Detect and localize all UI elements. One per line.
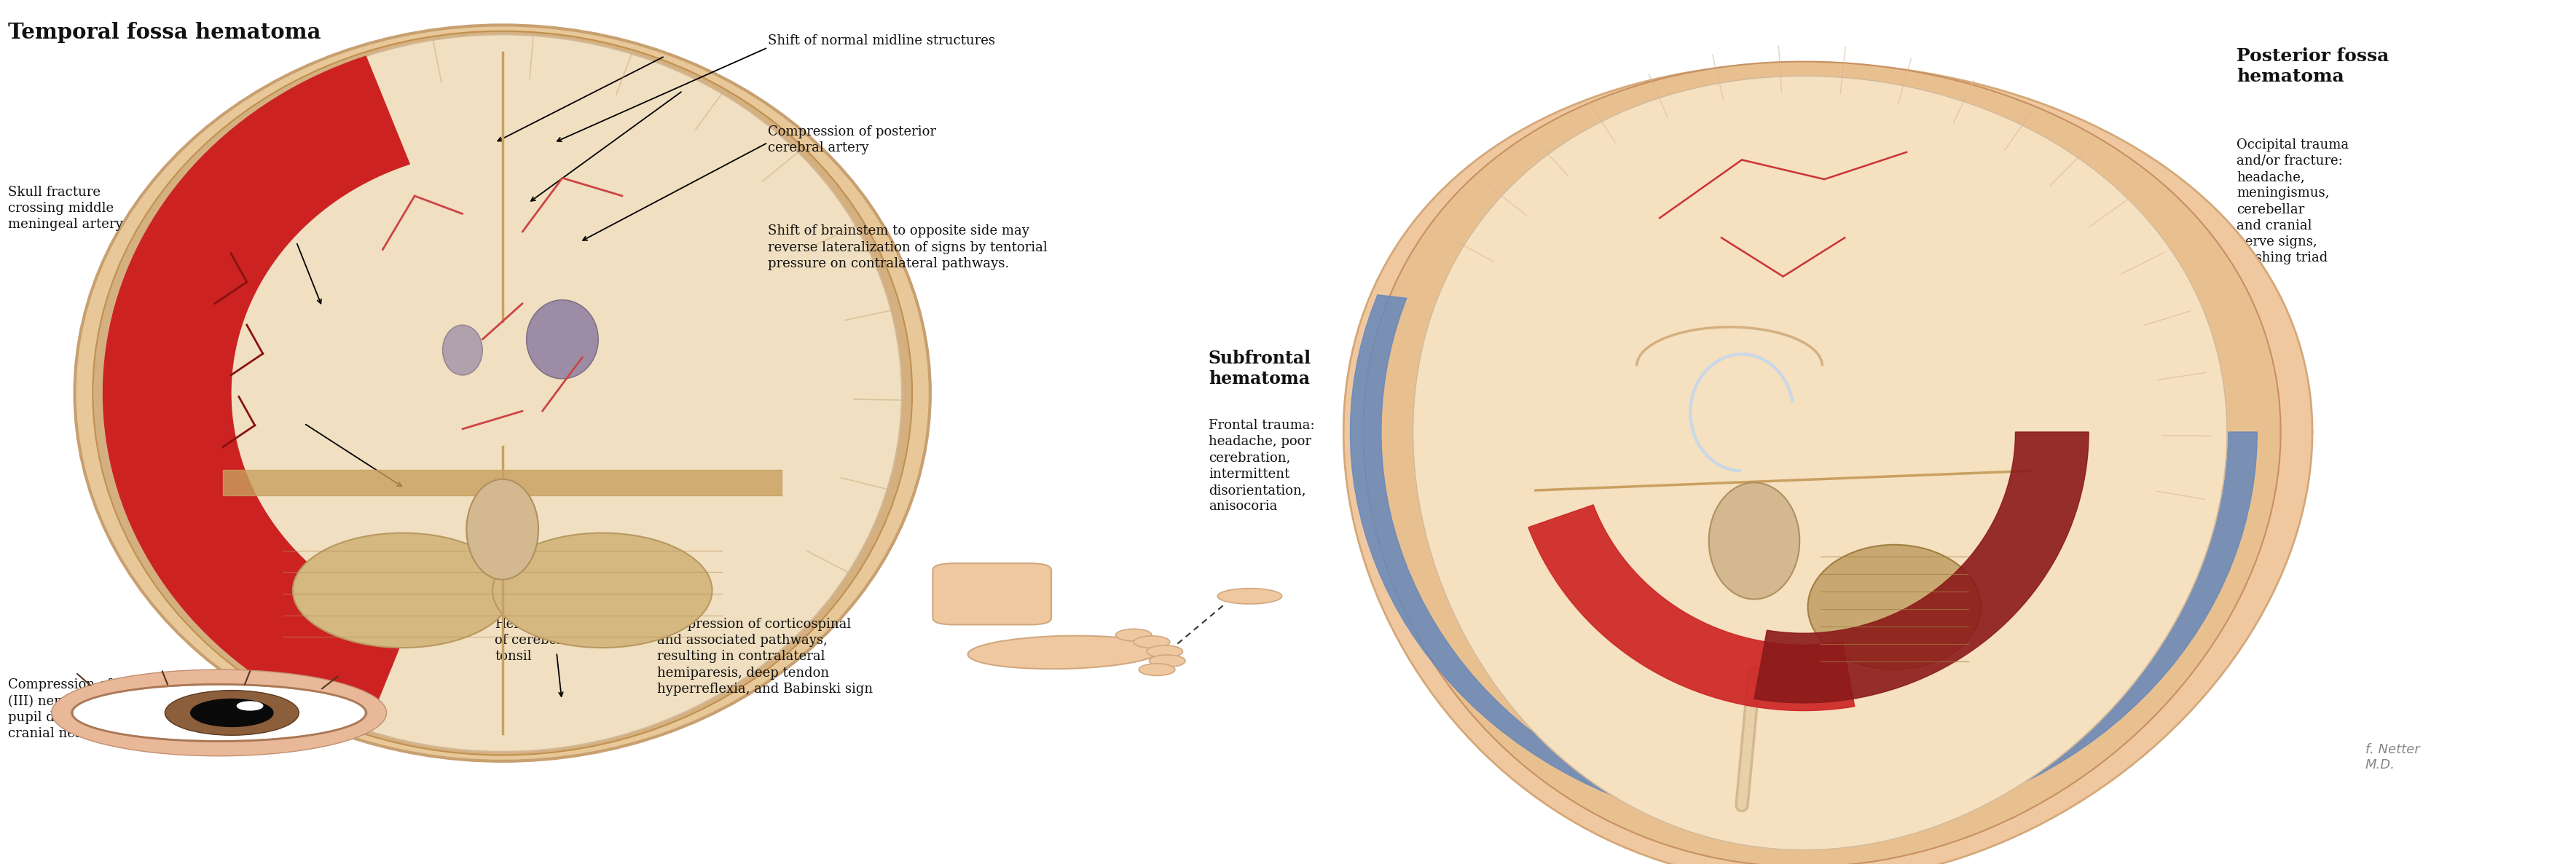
Ellipse shape <box>492 533 711 648</box>
Ellipse shape <box>526 300 598 378</box>
Ellipse shape <box>52 670 386 756</box>
Text: Frontal trauma:
headache, poor
cerebration,
intermittent
disorientation,
anisoco: Frontal trauma: headache, poor cerebrati… <box>1208 419 1314 513</box>
Circle shape <box>1133 636 1170 648</box>
Circle shape <box>165 690 299 735</box>
Text: Temporal fossa hematoma: Temporal fossa hematoma <box>8 22 319 42</box>
Text: Compression of oculomotor
(III) nerve leading to ipsilateral
pupil dilatation an: Compression of oculomotor (III) nerve le… <box>8 678 216 740</box>
Circle shape <box>191 699 273 727</box>
Ellipse shape <box>969 636 1159 669</box>
Text: Posterior fossa
hematoma: Posterior fossa hematoma <box>2236 48 2388 86</box>
Ellipse shape <box>443 325 482 375</box>
Ellipse shape <box>1708 482 1798 600</box>
Ellipse shape <box>466 480 538 580</box>
Ellipse shape <box>75 25 930 761</box>
Text: f. Netter
M.D.: f. Netter M.D. <box>2365 743 2419 772</box>
Polygon shape <box>1342 63 2311 864</box>
Polygon shape <box>1754 432 2089 703</box>
Text: Herniation
of cerebellar
tonsil: Herniation of cerebellar tonsil <box>495 618 580 664</box>
Circle shape <box>237 702 263 710</box>
Circle shape <box>1115 629 1151 641</box>
Ellipse shape <box>93 31 912 755</box>
Ellipse shape <box>1216 588 1283 604</box>
Text: Shift of brainstem to opposite side may
reverse lateralization of signs by tento: Shift of brainstem to opposite side may … <box>768 225 1046 270</box>
FancyBboxPatch shape <box>933 563 1051 625</box>
Polygon shape <box>103 56 410 730</box>
Text: Herniation
of temporal
lobe under
tentorium
cerebelli: Herniation of temporal lobe under tentor… <box>147 393 224 471</box>
Ellipse shape <box>72 684 366 741</box>
Polygon shape <box>1363 61 2280 864</box>
Ellipse shape <box>103 35 902 752</box>
Text: Occipital trauma
and/or fracture:
headache,
meningismus,
cerebellar
and cranial
: Occipital trauma and/or fracture: headac… <box>2236 138 2349 264</box>
Ellipse shape <box>1808 545 1981 669</box>
Text: Compression of posterior
cerebral artery: Compression of posterior cerebral artery <box>768 125 935 155</box>
Polygon shape <box>1350 295 2257 833</box>
Circle shape <box>1149 655 1185 667</box>
Circle shape <box>1146 645 1182 658</box>
Ellipse shape <box>294 533 513 648</box>
Text: Compression of corticospinal
and associated pathways,
resulting in contralateral: Compression of corticospinal and associa… <box>657 618 873 696</box>
Text: Subfrontal
hematoma: Subfrontal hematoma <box>1208 350 1311 388</box>
Polygon shape <box>1528 505 1855 711</box>
Circle shape <box>1139 664 1175 676</box>
Text: Shift of normal midline structures: Shift of normal midline structures <box>768 35 994 48</box>
Text: Skull fracture
crossing middle
meningeal artery: Skull fracture crossing middle meningeal… <box>8 186 124 232</box>
Polygon shape <box>1412 76 2226 850</box>
